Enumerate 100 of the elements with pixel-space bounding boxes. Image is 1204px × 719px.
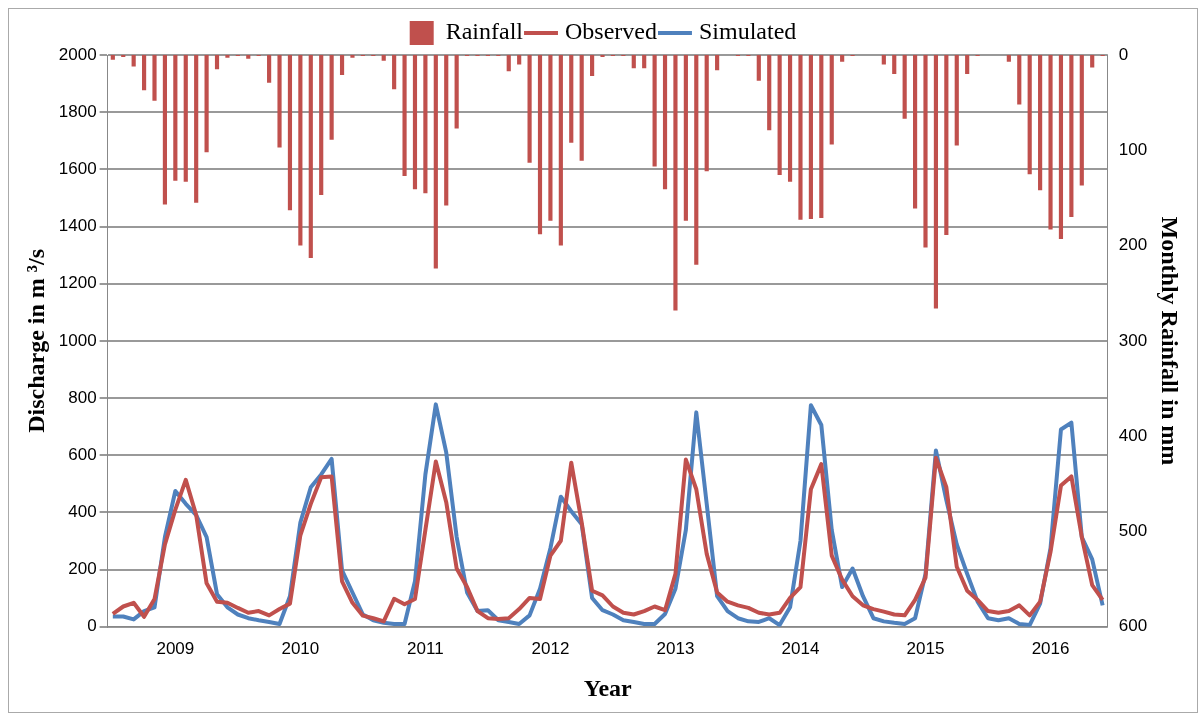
bar [819, 55, 824, 218]
bar [933, 55, 939, 309]
bar [923, 55, 928, 248]
bar [715, 55, 720, 71]
x-tick-label: 2016 [1031, 638, 1070, 658]
y2-tick-label: 600 [1118, 616, 1148, 636]
bar [631, 55, 636, 69]
bar [131, 55, 136, 67]
bar [412, 55, 418, 190]
bar [423, 55, 428, 194]
bar [881, 55, 886, 65]
y-tick-label: 1400 [58, 216, 97, 236]
bar [537, 55, 543, 235]
bar [517, 55, 522, 65]
bar [194, 55, 199, 203]
y-tick-label: 800 [68, 387, 97, 407]
bar [673, 55, 678, 311]
legend-label: Rainfall [445, 18, 524, 45]
bar [704, 55, 709, 172]
bar [287, 55, 293, 211]
y-tick-label: 1200 [58, 273, 97, 293]
y-axis-title: Discharge in m ³/s [22, 248, 49, 433]
y2-tick-label: 0 [1118, 44, 1129, 64]
x-tick-label: 2013 [656, 638, 695, 658]
bar [892, 55, 897, 75]
bar [569, 55, 574, 143]
bar [840, 55, 845, 62]
bar [1079, 55, 1084, 186]
bar [1048, 55, 1053, 230]
bar [152, 55, 157, 101]
bar [454, 55, 459, 129]
bar [767, 55, 772, 131]
y-tick-label: 1000 [58, 330, 97, 350]
y2-tick-label: 200 [1118, 235, 1148, 255]
y-tick-label: 0 [87, 616, 97, 636]
x-tick-label: 2011 [407, 638, 444, 658]
bar [787, 55, 793, 182]
bar [694, 55, 699, 265]
bar [1006, 55, 1011, 62]
y2-tick-label: 300 [1118, 330, 1148, 350]
bar [944, 55, 949, 236]
bar [339, 55, 345, 76]
bar [652, 55, 657, 167]
y-tick-label: 1800 [58, 101, 97, 121]
bar [902, 55, 907, 119]
bar [829, 55, 834, 145]
x-tick-label: 2010 [281, 638, 320, 658]
bar [527, 55, 532, 163]
y2-tick-label: 100 [1118, 139, 1148, 159]
bar [173, 55, 178, 181]
bar [1017, 55, 1022, 105]
bar [808, 55, 813, 219]
bar [558, 55, 563, 246]
y2-tick-label: 500 [1118, 521, 1148, 541]
y-tick-label: 1600 [58, 159, 97, 179]
y2-axis-title: Monthly Rainfall in mm [1157, 216, 1184, 466]
bar [756, 55, 761, 81]
bar [1069, 55, 1074, 218]
bar [110, 55, 115, 60]
bar [506, 55, 511, 72]
y-tick-label: 200 [68, 559, 97, 579]
x-tick-label: 2014 [781, 638, 820, 658]
bar [350, 55, 355, 58]
bar [183, 55, 188, 182]
bar [965, 55, 970, 75]
bar [590, 55, 595, 76]
bar [1038, 55, 1043, 191]
y-tick-label: 400 [68, 502, 97, 522]
bar [319, 55, 324, 196]
bar [402, 55, 407, 177]
bar [381, 55, 386, 61]
bar [954, 55, 959, 146]
bar [579, 55, 584, 161]
x-tick-label: 2009 [156, 638, 195, 658]
bar [1090, 55, 1095, 68]
bar [267, 55, 272, 83]
bar [548, 55, 553, 221]
x-tick-label: 2015 [906, 638, 945, 658]
bar [444, 55, 449, 206]
bar [1027, 55, 1032, 175]
bar [298, 55, 303, 246]
bar [142, 55, 147, 91]
bar [433, 55, 438, 269]
legend-label: Simulated [698, 18, 797, 45]
x-tick-label: 2012 [531, 638, 570, 658]
y-tick-label: 600 [68, 444, 97, 464]
bar [392, 55, 397, 90]
bar [214, 55, 220, 70]
bar [798, 55, 803, 220]
bar [1058, 55, 1064, 239]
bar [225, 55, 230, 58]
bar [329, 55, 334, 140]
x-axis-title: Year [583, 674, 633, 701]
bar [642, 55, 647, 69]
bar [277, 55, 282, 148]
bar [162, 55, 168, 205]
bar [913, 55, 918, 209]
bar [683, 55, 688, 221]
bar [777, 55, 782, 176]
y2-tick-label: 400 [1118, 425, 1148, 445]
